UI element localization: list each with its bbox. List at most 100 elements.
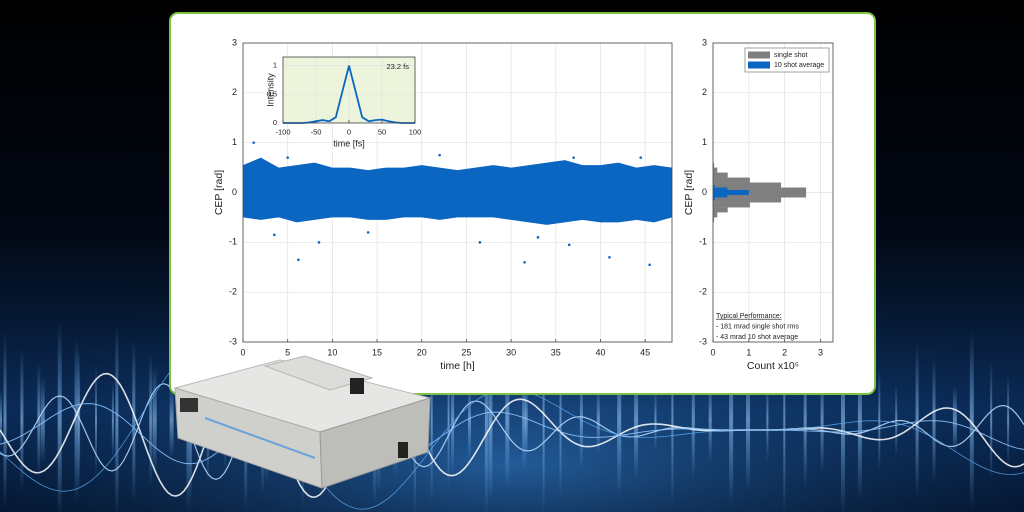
- x-tick-label: -100: [275, 127, 290, 136]
- light-streak: [525, 381, 528, 459]
- data-point: [639, 156, 643, 159]
- legend-swatch: [748, 51, 770, 59]
- x-tick-label: -50: [311, 127, 322, 136]
- light-streak: [783, 323, 786, 512]
- data-point: [608, 255, 611, 259]
- light-streak: [542, 327, 545, 512]
- histogram-bar: [713, 197, 715, 200]
- light-streak: [729, 334, 734, 506]
- histogram-bar: [713, 182, 782, 188]
- light-streak: [115, 323, 119, 512]
- data-point: [366, 231, 370, 234]
- light-streak: [468, 380, 471, 460]
- y-tick-label: 1: [232, 137, 237, 147]
- y-tick-label: 1: [273, 61, 277, 70]
- data-point: [536, 236, 540, 239]
- light-streak: [766, 378, 769, 462]
- y-tick-label: 1: [702, 137, 707, 147]
- light-streak: [596, 386, 600, 454]
- sine-wave: [0, 395, 1024, 465]
- histogram-bar: [713, 207, 728, 213]
- histogram-bar: [713, 192, 807, 198]
- light-streak: [915, 342, 919, 498]
- light-streak: [671, 333, 674, 507]
- histogram-bar: [713, 187, 807, 193]
- x-tick-label: 45: [640, 347, 650, 357]
- y-tick-label: 2: [232, 87, 237, 97]
- x-tick-label: 0: [240, 347, 245, 357]
- y-tick-label: -2: [229, 287, 237, 297]
- legend-label: single shot: [774, 52, 808, 59]
- light-streak: [505, 353, 510, 487]
- device: [173, 355, 432, 489]
- light-streak: [447, 352, 450, 488]
- histogram-bar: [713, 167, 718, 173]
- x-tick-label: 50: [378, 127, 386, 136]
- y-tick-label: -1: [229, 237, 237, 247]
- y-axis-label: CEP [rad]: [683, 170, 695, 215]
- histogram-bar: [713, 190, 749, 193]
- light-streak: [149, 354, 153, 486]
- plot-frame: [242, 42, 673, 343]
- light-streak: [132, 338, 136, 502]
- light-streak: [37, 363, 41, 477]
- x-tick-label: 2: [782, 347, 787, 357]
- light-streak: [57, 321, 62, 512]
- y-tick-label: -3: [229, 336, 237, 346]
- legend-swatch: [748, 61, 770, 69]
- light-streak: [488, 338, 493, 502]
- light-streak: [820, 367, 824, 473]
- light-streak: [430, 336, 433, 504]
- histogram-bar: [713, 197, 782, 203]
- chart-histogram: -3 -2 -1 0 1 2 3 0 1 2 3 Count x10⁵ CEP [rad] single …: [683, 37, 834, 372]
- plot-frame: [282, 56, 416, 124]
- histogram-bar: [713, 172, 728, 178]
- light-streak: [0, 390, 2, 450]
- light-streak: [169, 382, 174, 458]
- data-point: [648, 263, 651, 267]
- light-streak: [559, 342, 562, 498]
- light-streak: [78, 349, 81, 491]
- histogram-bar: [713, 194, 728, 198]
- light-streak: [952, 385, 957, 455]
- data-band: [243, 157, 672, 225]
- histogram-bar: [713, 177, 750, 183]
- histogram-bar: [713, 162, 715, 168]
- histogram-bar: [713, 187, 728, 191]
- histogram-bar: [713, 192, 749, 195]
- y-tick-label: -3: [699, 336, 707, 346]
- data-point: [286, 156, 289, 159]
- histogram-bar: [713, 217, 715, 223]
- light-streak: [40, 376, 45, 464]
- light-streak: [969, 331, 974, 509]
- x-tick-label: 0: [347, 127, 351, 136]
- light-streak: [20, 348, 24, 492]
- x-tick-label: 25: [461, 347, 471, 357]
- light-streak: [803, 351, 807, 489]
- annotation: - 181 mrad single shot rms: [716, 323, 799, 330]
- y-tick-label: -1: [699, 237, 707, 247]
- histogram-bar: [713, 185, 715, 188]
- data-point: [572, 156, 575, 159]
- histogram-bar: [713, 212, 718, 218]
- annotation: - 43 mrad 10 shot average: [716, 334, 798, 341]
- y-tick-label: 3: [702, 37, 707, 47]
- y-tick-label: 0: [232, 187, 237, 197]
- x-tick-label: 3: [818, 347, 823, 357]
- data-point: [523, 260, 526, 264]
- y-axis-label: CEP [rad]: [213, 170, 225, 215]
- x-tick-label: 5: [285, 347, 290, 357]
- y-axis-label: Intensity: [265, 73, 275, 107]
- y-tick-label: 0: [273, 118, 277, 127]
- x-axis-label: Count x10⁵: [747, 360, 799, 372]
- light-streak: [691, 361, 695, 479]
- data-point: [478, 241, 482, 244]
- data-point: [438, 153, 441, 157]
- light-streak: [451, 364, 455, 476]
- y-tick-label: -2: [699, 287, 707, 297]
- x-axis-label: time [h]: [440, 360, 475, 372]
- histogram-bar: [713, 202, 750, 208]
